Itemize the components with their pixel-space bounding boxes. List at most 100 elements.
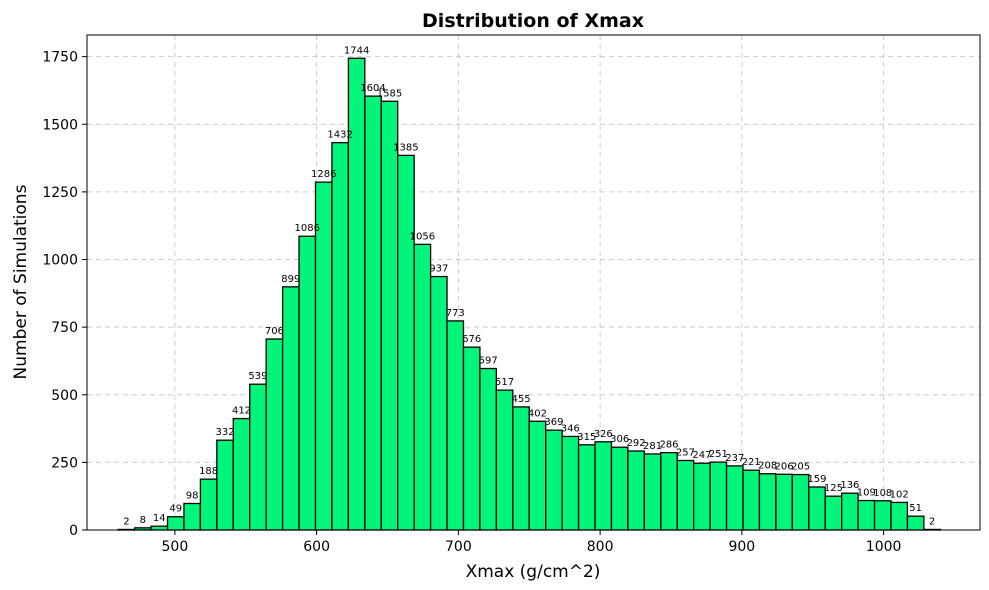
bar-value-label: 221 [742,457,761,468]
y-tick-label: 750 [51,320,78,336]
histogram-bar [824,495,843,531]
bar-value-label: 206 [775,461,794,472]
x-tick-label: 700 [445,539,472,555]
y-tick-label: 250 [51,455,78,471]
bar-value-label: 2 [123,516,129,527]
y-tick-label: 500 [51,388,78,404]
bar-value-label: 1385 [393,142,418,153]
histogram-bar [413,243,432,531]
data-labels: 2 8 14499818833241253970689910861286143217… [123,45,935,527]
bar-value-label: 109 [857,488,876,499]
bar-value-label: 1744 [344,45,369,56]
y-tick-label: 0 [69,523,78,539]
bar-value-label: 292 [627,438,646,449]
bar-value-label: 539 [248,371,267,382]
histogram-bar [906,515,925,531]
bar-value-label: 1604 [360,83,385,94]
x-axis-label: Xmax (g/cm^2) [466,562,601,582]
bar-value-label: 412 [232,406,251,417]
bar-value-label: 326 [594,429,613,440]
bar-value-label: 402 [528,408,547,419]
histogram-bar [577,444,596,531]
bar-value-label: 455 [511,394,530,405]
histogram-bar [199,478,218,531]
histogram-bar [758,473,777,531]
bar-value-label: 49 [169,504,182,515]
bar-value-label: 251 [709,449,728,460]
histogram-bar [841,492,859,531]
x-tick-label: 800 [587,539,614,555]
histogram-bar [660,451,678,531]
histogram-bar [298,235,317,531]
bar-value-label: 2 [929,516,935,527]
bar-value-label: 14 [153,513,166,524]
bar-value-label: 247 [692,450,711,461]
histogram-bar [627,450,645,531]
histogram-bar [791,473,810,531]
bar-value-label: 108 [873,488,892,499]
bar-value-label: 286 [659,440,678,451]
histogram-bar [314,181,333,531]
y-tick-label: 1750 [42,50,78,66]
histogram-bar [331,142,350,531]
histogram-bar [643,453,662,531]
bar-value-label: 937 [429,264,448,275]
bar-value-label: 159 [807,474,826,485]
x-axis-ticks: 500 600 700 800 900 1000 [162,530,902,555]
bar-value-label: 98 [186,490,199,501]
bar-value-label: 136 [840,480,859,491]
histogram-bar [183,502,202,531]
y-axis-ticks: 0 250 500 750 1000 1250 1500 1750 [42,50,87,539]
bar-value-label: 597 [479,356,498,367]
bar-value-label: 257 [676,447,695,458]
bar-value-label: 773 [446,308,465,319]
histogram-bar [462,346,481,531]
y-tick-label: 1250 [42,185,78,201]
bar-value-label: 315 [577,432,596,443]
bar-value-label: 8 [140,515,146,526]
bar-value-label: 332 [216,427,235,438]
plot-frame [86,34,981,531]
histogram-bar [364,95,382,531]
bar-value-label: 899 [281,274,300,285]
bar-value-label: 676 [462,334,481,345]
histogram-bar [594,441,613,531]
histogram-bar [166,516,185,531]
x-tick-label: 1000 [866,539,902,555]
histogram-bar [528,420,547,531]
bar-value-label: 237 [725,453,744,464]
bars [117,57,941,531]
histogram-bar [857,499,876,531]
bar-value-label: 205 [791,462,810,473]
histogram-bar [495,389,514,531]
histogram-bar [397,154,415,531]
histogram-bar [873,500,892,531]
bar-value-label: 208 [758,461,777,472]
bar-value-label: 369 [544,417,563,428]
histogram-bar [545,429,563,531]
bar-value-label: 1286 [311,169,336,180]
bar-value-label: 1432 [327,130,352,141]
y-tick-label: 1500 [42,117,78,133]
bar-value-label: 1585 [377,88,402,99]
bar-value-label: 346 [561,423,580,434]
bar-value-label: 125 [824,483,843,494]
histogram-bar [150,525,169,531]
histogram-bar [775,473,793,531]
x-tick-label: 500 [162,539,189,555]
bar-value-label: 188 [199,466,218,477]
histogram-bar [742,469,761,531]
bar-value-label: 281 [643,441,662,452]
bar-value-label: 517 [495,377,514,388]
bar-value-label: 306 [610,434,629,445]
bar-value-label: 706 [265,326,284,337]
histogram-bar [709,461,728,531]
histogram-bar [561,435,580,531]
chart-title: Distribution of Xmax [422,10,644,32]
x-tick-label: 600 [303,539,330,555]
histogram-bar [610,446,629,531]
histogram-bar [479,367,498,531]
histogram-bar [725,465,744,531]
histogram-bar [446,320,465,531]
